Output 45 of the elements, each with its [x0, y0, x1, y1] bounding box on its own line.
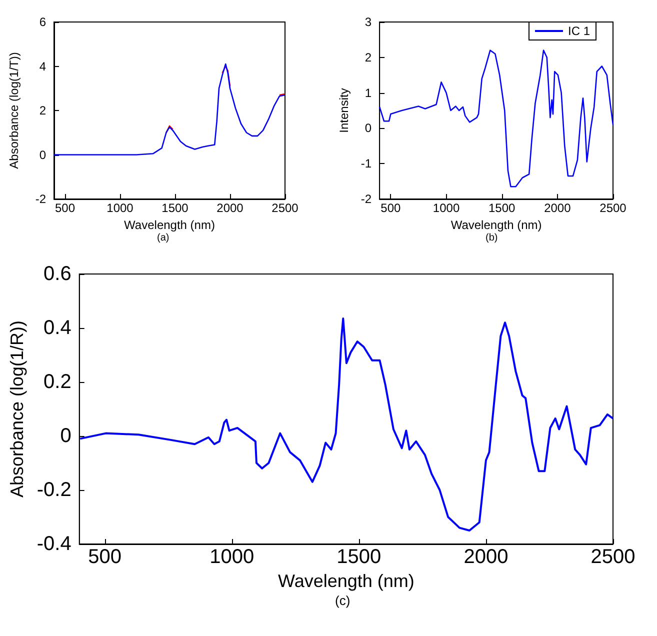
y-tick-label: 0: [364, 121, 372, 136]
y-tick-label: -2: [360, 192, 372, 206]
y-tick-label: -2: [35, 192, 46, 206]
y-tick-label: -0.4: [36, 533, 72, 555]
y-tick-label: 0: [39, 148, 46, 162]
y-tick-label: 2: [39, 104, 46, 118]
y-axis-title: Absorbance (log(1/R)): [7, 320, 27, 498]
x-tick-label: 500: [88, 546, 122, 568]
y-tick-label: 6: [39, 15, 46, 29]
x-tick-label: 2000: [544, 201, 572, 215]
y-tick-label: 0.4: [44, 317, 72, 339]
y-axis-title: Absorbance (log(1/T)): [7, 52, 21, 169]
y-tick-label: 3: [364, 15, 372, 29]
y-axis-title: Intensity: [337, 88, 351, 133]
y-tick-label: 1: [364, 86, 372, 100]
x-tick-label: 1000: [432, 201, 460, 215]
y-tick-label: 2: [364, 50, 372, 64]
y-tick-label: -0.2: [36, 479, 72, 501]
x-tick-label: 2500: [590, 546, 636, 568]
line-series: [53, 63, 286, 156]
y-tick-label: 0.6: [44, 263, 72, 285]
x-tick-label: 1000: [210, 546, 254, 568]
x-tick-label: 1500: [336, 546, 382, 568]
x-tick-label: 2500: [600, 201, 627, 215]
x-axis-title: Wavelength (nm): [450, 218, 542, 232]
text: (b): [486, 232, 498, 244]
legend-label: IC 1: [568, 24, 590, 38]
x-tick-label: 2000: [464, 546, 508, 568]
y-tick-label: 4: [39, 59, 46, 74]
x-axis-title: Wavelength (nm): [124, 218, 215, 232]
x-tick-label: 2500: [272, 201, 299, 215]
x-tick-label: 2000: [216, 201, 244, 215]
x-tick-label: 500: [54, 201, 76, 215]
text: (a): [157, 232, 170, 244]
x-tick-label: 1000: [106, 201, 134, 215]
line-series: [378, 50, 614, 188]
x-tick-label: 1500: [488, 201, 516, 215]
y-tick-label: 0.2: [44, 371, 72, 393]
y-tick-label: -1: [360, 156, 372, 171]
x-axis-title: Wavelength (nm): [278, 570, 414, 591]
line-series: [79, 318, 614, 532]
x-tick-label: 1500: [162, 201, 189, 215]
text: (c): [335, 593, 350, 608]
x-tick-label: 500: [380, 201, 402, 215]
y-tick-label: 0: [60, 425, 72, 447]
